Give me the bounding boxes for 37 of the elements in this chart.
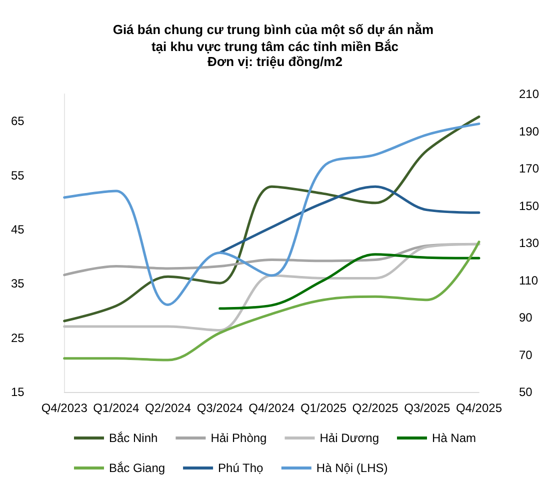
y-tick-label: 45 xyxy=(10,222,25,236)
y-tick-label: 35 xyxy=(10,276,25,291)
line-series xyxy=(63,242,480,332)
y-tick-label: 65 xyxy=(10,114,25,128)
x-tick-label: Q3/2025 xyxy=(404,401,450,415)
y2-tick-label: 170 xyxy=(518,162,540,176)
line-series xyxy=(218,185,480,254)
y-tick-label: 25 xyxy=(10,330,25,345)
y2-tick-label: 150 xyxy=(518,198,540,213)
chart-subtitle: Đơn vị: triệu đồng/m2 xyxy=(208,54,342,69)
x-tick-label: Q4/2023 xyxy=(41,401,88,415)
x-tick-label: Q1/2024 xyxy=(93,401,140,415)
y2-tick-label: 110 xyxy=(518,273,538,288)
x-tick-label: Q2/2025 xyxy=(352,401,399,415)
legend-label: Hải Dương xyxy=(320,431,379,445)
y2-tick-label: 210 xyxy=(518,87,540,101)
y-tick-label: 15 xyxy=(10,385,25,399)
legend-label: Bắc Giang xyxy=(109,461,166,475)
x-tick-label: Q4/2024 xyxy=(248,401,296,415)
y2-tick-label: 70 xyxy=(518,348,533,362)
x-tick-label: Q4/2025 xyxy=(456,401,502,415)
line-series xyxy=(63,240,480,362)
x-tick-label: Q3/2024 xyxy=(196,401,244,415)
legend-label: Hà Nội (LHS) xyxy=(316,461,388,475)
x-tick-label: Q2/2024 xyxy=(144,401,192,415)
chart-title: Giá bán chung cư trung bình của một số dự án nằm tại khu vực trung tâm các tỉnh miền Bắc xyxy=(112,22,438,54)
y-tick-label: 55 xyxy=(10,168,25,182)
legend-label: Hà Nam xyxy=(432,431,476,445)
x-tick-label: Q1/2025 xyxy=(300,401,347,415)
legend-label: Phú Thọ xyxy=(218,461,264,475)
y2-tick-label: 90 xyxy=(518,310,533,324)
line-series xyxy=(218,253,480,310)
y2-tick-label: 190 xyxy=(518,124,540,138)
y2-tick-label: 130 xyxy=(518,236,540,250)
legend-label: Hải Phòng xyxy=(210,431,267,445)
legend-label: Bắc Ninh xyxy=(109,431,158,445)
y2-tick-label: 50 xyxy=(518,385,533,399)
